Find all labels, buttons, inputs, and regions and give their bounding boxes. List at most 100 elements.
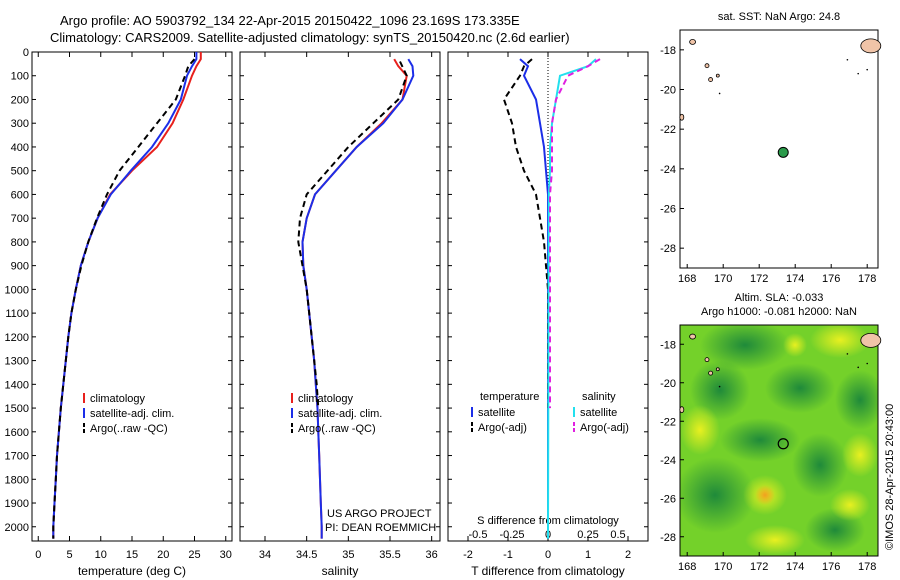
difference-legend-label: Argo(-adj) [478,422,527,434]
map-y-tick-label: -18 [660,45,676,57]
temperature-legend-label: satellite-adj. clim. [90,408,174,420]
temperature-x-label: temperature (deg C) [78,564,186,578]
island-dot [866,68,868,71]
island-dot [846,353,849,355]
temperature-x-tick-label: 25 [188,549,200,561]
depth-tick-label: 1400 [5,379,29,391]
depth-tick-label: 1000 [5,284,29,296]
island-dot [866,362,868,365]
difference-x-tick-label: 1 [585,549,591,561]
difference-top-tick-label: 0.25 [577,529,598,541]
island-shape [679,113,685,121]
sla-heatmap [680,325,878,556]
header-line-1: Argo profile: AO 5903792_134 22-Apr-2015… [60,13,520,28]
temperature-legend-label: Argo(..raw -QC) [90,423,168,435]
map-y-tick-label: -28 [660,532,676,544]
island-dot [718,92,721,95]
temperature-x-tick-label: 20 [157,549,169,561]
depth-tick-label: 700 [11,213,29,225]
island-dot [857,72,859,75]
depth-tick-label: 1600 [5,427,29,439]
island-shape [715,73,720,78]
depth-tick-label: 1100 [5,308,29,320]
salinity-legend-label: Argo(..raw -QC) [298,423,376,435]
island-shape [689,333,696,340]
difference-x-tick-label: 2 [625,549,631,561]
pi-note: PI: DEAN ROEMMICH [325,522,436,534]
island-shape [715,367,720,372]
difference-top-tick-label: 0.5 [610,529,625,541]
temperature-x-tick-label: 5 [66,549,72,561]
difference-x-tick-label: -1 [503,549,513,561]
depth-tick-label: 1800 [5,474,29,486]
salinity-x-label: salinity [322,564,359,578]
salinity-panel: 34 34.5 35 35.5 36 salinity climatology satelli… [239,51,441,578]
island-shape [704,357,710,363]
island-shape [689,39,696,45]
map-y-tick-label: -24 [660,455,676,467]
temperature-series-argo-raw-qc- [52,58,196,539]
island-dot [718,385,721,388]
difference-legend-header-salinity: salinity [582,391,616,403]
map-y-tick-label: -18 [660,339,676,351]
map-y-tick-label: -22 [660,124,676,136]
depth-tick-label: 600 [11,189,29,201]
map-x-tick-label: 170 [714,561,732,573]
project-note: US ARGO PROJECT [327,508,432,520]
map-x-tick-label: 172 [750,273,768,285]
sst-map-title: sat. SST: NaN Argo: 24.8 [718,11,840,23]
float-position-marker-sla[interactable] [777,438,789,450]
map-x-tick-label: 170 [714,273,732,285]
sst-map-axes: 168 170 172 174 176 178 -18 -20 -22 -24 -26 -28 [660,45,876,285]
map-x-tick-label: 178 [858,273,876,285]
map-x-tick-label: 176 [822,273,840,285]
float-position-marker[interactable] [777,146,789,158]
map-x-tick-label: 174 [786,273,804,285]
salinity-series-satellite-adj-clim- [301,58,415,539]
difference-top-tick-label: -0.25 [499,529,524,541]
temperature-plot-frame [31,51,233,542]
salinity-x-tick-label: 35.5 [379,549,400,561]
depth-tick-label: 900 [11,261,29,273]
depth-tick-label: 300 [11,118,29,130]
map-y-tick-label: -26 [660,204,676,216]
salinity-x-tick-label: 34.5 [296,549,317,561]
difference-legend-label: satellite [478,407,515,419]
map-y-tick-label: -22 [660,416,676,428]
map-x-tick-label: 168 [678,273,696,285]
map-y-tick-label: -24 [660,164,676,176]
depth-tick-label: 800 [11,237,29,249]
salinity-plot-frame [239,51,441,542]
difference-series-salinity-satellite [547,58,597,539]
island-shape [708,77,713,82]
difference-top-tick-label: -0.5 [469,529,488,541]
sla-map: Altim. SLA: -0.033 Argo h1000: -0.081 h2… [660,292,882,573]
depth-tick-label: 1700 [5,451,29,463]
difference-series-salinity-argo-adj- [549,58,601,409]
salinity-x-tick-label: 34 [259,549,271,561]
depth-tick-label: 1900 [5,498,29,510]
difference-x-tick-label: -2 [463,549,473,561]
depth-tick-label: 1500 [5,403,29,415]
salinity-legend-label: satellite-adj. clim. [298,408,382,420]
map-y-tick-label: -26 [660,493,676,505]
depth-tick-label: 200 [11,94,29,106]
map-x-tick-label: 172 [750,561,768,573]
temperature-x-tick-label: 0 [35,549,41,561]
map-y-tick-label: -20 [660,378,676,390]
depth-tick-label: 1200 [5,332,29,344]
salinity-legend-label: climatology [298,393,354,405]
island-dot [846,58,849,61]
temperature-x-tick-label: 15 [126,549,138,561]
temperature-x-tick-label: 10 [95,549,107,561]
salinity-x-tick-label: 36 [426,549,438,561]
difference-x-tick-label: 0 [545,549,551,561]
map-x-tick-label: 178 [858,561,876,573]
sla-map-title-1: Altim. SLA: -0.033 [735,292,824,304]
temperature-legend-label: climatology [90,393,146,405]
sst-map-land [679,38,882,121]
island-shape [860,332,882,348]
sla-map-frame [679,324,879,557]
